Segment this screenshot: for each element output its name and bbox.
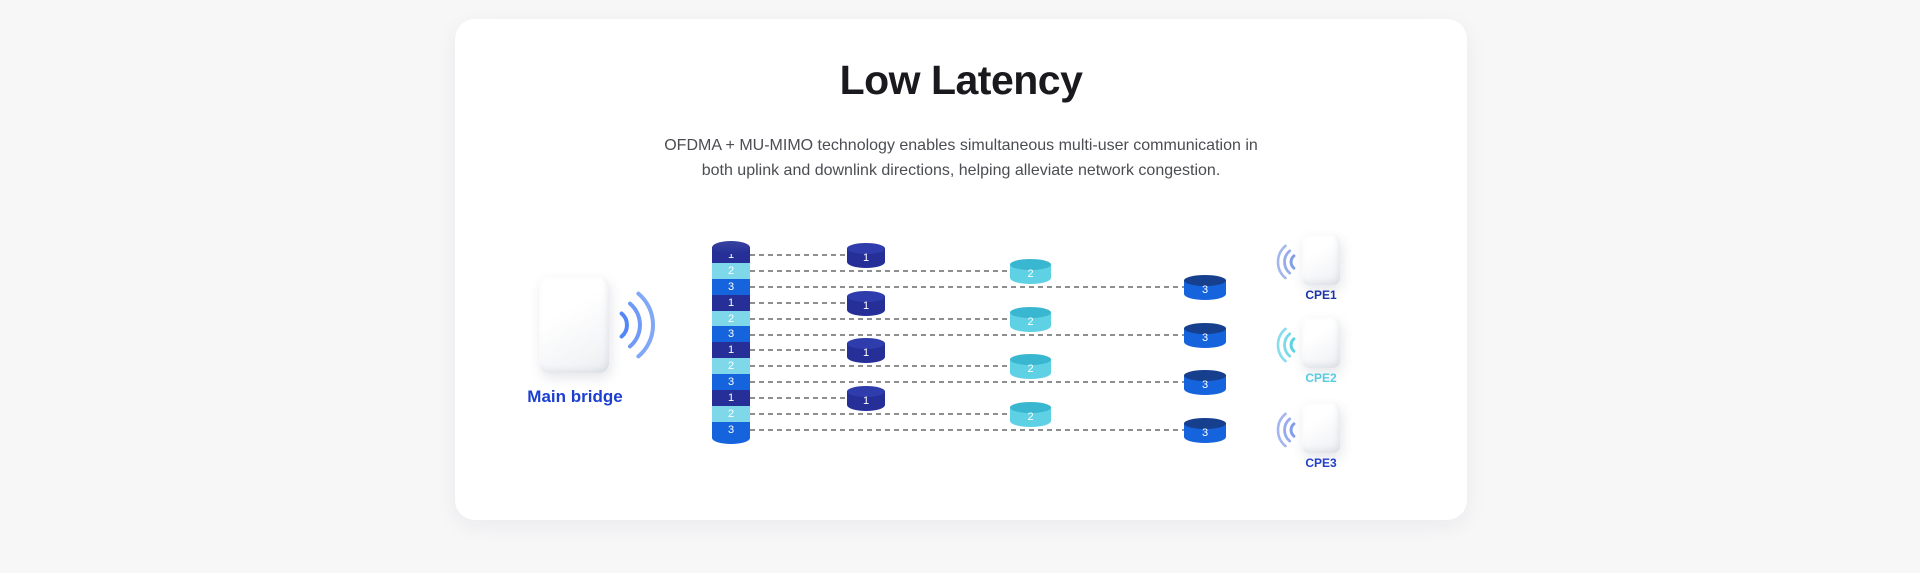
- low-latency-card: Low Latency OFDMA + MU-MIMO technology e…: [455, 19, 1467, 520]
- stream-dash-line: [750, 269, 1016, 272]
- disc-number: 3: [1201, 283, 1209, 296]
- disc-body: [847, 343, 885, 364]
- disc-cap: [1010, 402, 1051, 414]
- disc-number: 2: [1027, 315, 1034, 328]
- resource-unit-disc-2: 2: [1010, 258, 1051, 285]
- stack-band-2: 2: [712, 358, 750, 375]
- cpe-wifi-waves-icon: [1276, 327, 1296, 363]
- stack-band-1: 1: [712, 390, 750, 407]
- stack-band-2: 2: [712, 406, 750, 423]
- disc-number: 1: [862, 347, 870, 360]
- stack-band-3: 3: [712, 374, 750, 391]
- disc-number: 1: [862, 395, 870, 408]
- resource-unit-disc-3: 3: [1184, 322, 1226, 349]
- stack-band-1: 1: [712, 342, 750, 359]
- disc-cap: [1184, 370, 1226, 382]
- disc-cap: [1010, 258, 1051, 270]
- subtitle-line-2: both uplink and downlink directions, hel…: [701, 162, 1221, 179]
- stream-dash-line: [750, 397, 853, 400]
- stream-dash-line: [750, 301, 853, 304]
- disc-number: 2: [1027, 267, 1034, 280]
- disc-cap: [847, 290, 885, 302]
- cpe-device-2: [1302, 318, 1340, 368]
- cpe-wifi-waves-icon: [1276, 412, 1296, 448]
- disc-cap: [847, 243, 885, 254]
- disc-number: 2: [1027, 363, 1034, 376]
- stream-dash-line: [750, 254, 853, 256]
- stream-dash-line: [750, 413, 1016, 416]
- resource-unit-disc-1: 1: [847, 290, 885, 317]
- resource-unit-disc-2: 2: [1010, 402, 1051, 428]
- disc-number: 3: [1201, 427, 1209, 439]
- stack-band-2: 2: [712, 310, 750, 327]
- disc-cap: [847, 338, 885, 350]
- main-bridge-device: [539, 277, 609, 373]
- cpe-label-2: CPE2: [1305, 371, 1337, 385]
- disc-cap: [1184, 418, 1226, 429]
- cpe-wifi-waves-icon: [1276, 244, 1296, 280]
- stream-dash-line: [750, 365, 1016, 368]
- disc-number: 3: [1201, 331, 1209, 344]
- disc-number: 1: [862, 252, 870, 264]
- cpe-device-1: [1302, 235, 1340, 285]
- resource-unit-disc-3: 3: [1184, 370, 1226, 396]
- resource-unit-disc-1: 1: [847, 386, 885, 412]
- cpe-label-3: CPE3: [1305, 456, 1337, 470]
- stack-band-3: 3: [712, 278, 750, 295]
- resource-unit-disc-1: 1: [847, 338, 885, 364]
- stack-top-cap: [712, 241, 750, 254]
- ofdma-mu-mimo-diagram: Main bridge 1 1 2 2 3 3 1 1 2 2 3 3 1 1 2 2 3 3 1 1 2 2 3 3 CPE1…: [455, 19, 1467, 520]
- resource-unit-disc-3: 3: [1184, 418, 1226, 444]
- disc-cap: [1010, 354, 1051, 366]
- stack-band-1: 1: [712, 294, 750, 311]
- section-title: Low Latency: [839, 57, 1083, 103]
- disc-number: 2: [1027, 411, 1034, 424]
- disc-number: 1: [862, 299, 870, 312]
- stream-dash-line: [750, 429, 1190, 431]
- stack-band-2: 2: [712, 262, 750, 279]
- disc-cap: [1184, 322, 1226, 334]
- resource-unit-disc-1: 1: [847, 243, 885, 269]
- stream-dash-line: [750, 333, 1190, 336]
- stream-dash-line: [750, 349, 853, 352]
- stack-band-3: 3: [712, 421, 750, 439]
- stream-dash-line: [750, 285, 1190, 288]
- stack-band-3: 3: [712, 326, 750, 343]
- stream-dash-line: [750, 317, 1016, 320]
- section-subtitle: OFDMA + MU-MIMO technology enables simul…: [455, 133, 1467, 183]
- resource-unit-disc-3: 3: [1184, 274, 1226, 301]
- disc-cap: [847, 386, 885, 398]
- disc-cap: [1184, 274, 1226, 286]
- resource-unit-disc-2: 2: [1010, 306, 1051, 333]
- main-bridge-label: Main bridge: [527, 387, 623, 406]
- disc-cap: [1010, 306, 1051, 318]
- main-bridge-wifi-waves-icon: [619, 291, 656, 359]
- cpe-device-3: [1302, 403, 1340, 453]
- disc-number: 3: [1201, 379, 1209, 392]
- cpe-label-1: CPE1: [1305, 288, 1337, 302]
- resource-unit-disc-2: 2: [1010, 354, 1051, 380]
- subtitle-line-1: OFDMA + MU-MIMO technology enables simul…: [664, 137, 1258, 154]
- stream-dash-line: [750, 381, 1190, 384]
